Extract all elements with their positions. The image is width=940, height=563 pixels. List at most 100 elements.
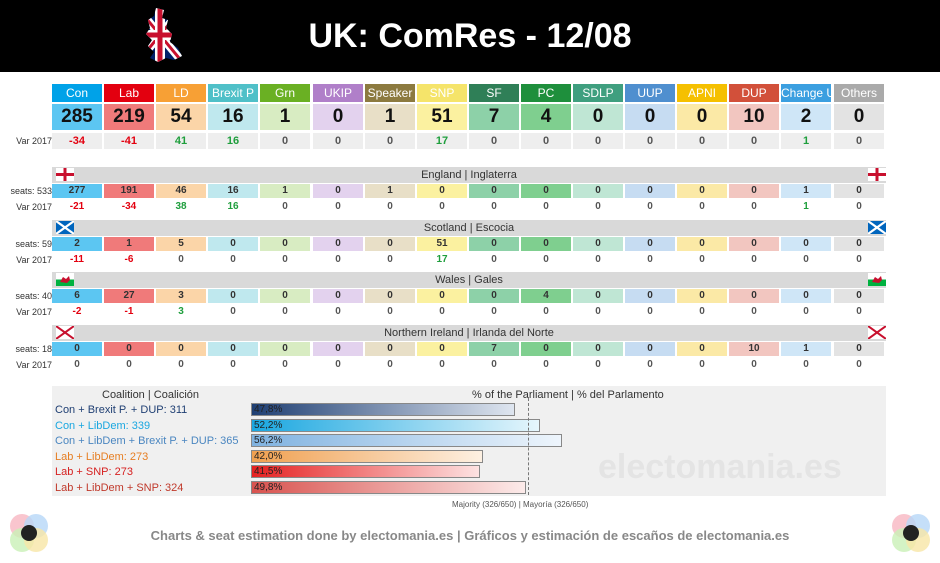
region-var-cell: 0 [751,306,757,317]
region-var-cell: 0 [803,359,809,370]
region-seat-cell: 1 [260,184,310,198]
region-var-cell: 0 [74,359,80,370]
region-var-cell: -21 [69,201,85,212]
region-seat-cell: 0 [677,289,727,303]
party-header-10: SDLP [573,84,623,102]
region-var-cell: 0 [439,359,445,370]
northern-ireland-flag-icon [56,326,74,339]
party-seats-10: 0 [573,104,623,130]
region-var-label: Var 2017 [16,202,52,212]
region-seat-cell: 10 [729,342,779,356]
party-seats-11: 0 [625,104,675,130]
region-title: Scotland | Escocia [423,222,515,234]
party-seats-4: 1 [260,104,310,130]
region-var-cell: 0 [282,254,288,265]
region-var-cell: 0 [543,359,549,370]
region-seat-cell: 0 [677,342,727,356]
party-header-9: PC [521,84,571,102]
region-var-cell: -34 [121,201,137,212]
party-header-3: Brexit P [208,84,258,102]
region-seat-cell: 0 [469,184,519,198]
region-seat-cell: 0 [677,184,727,198]
region-var-label: Var 2017 [16,255,52,265]
region-seat-cell: 0 [834,342,884,356]
region-seat-cell: 0 [521,184,571,198]
region-seat-cell: 51 [417,237,467,251]
party-seats-1: 219 [104,104,154,130]
region-var-cell: 0 [491,306,497,317]
coalition-bar [251,403,515,416]
coalition-bar [251,465,480,478]
region-var-cell: 0 [699,306,705,317]
coalition-header: Coalition | Coalición [102,389,200,401]
region-var-label: Var 2017 [16,307,52,317]
region-var-cell: 0 [595,201,601,212]
region-seat-cell: 46 [156,184,206,198]
region-var-cell: 0 [282,359,288,370]
region-var-cell: 0 [335,359,341,370]
region-var-cell: 0 [543,306,549,317]
region-var-cell: 0 [387,306,393,317]
party-seats-2: 54 [156,104,206,130]
region-seat-cell: 0 [521,237,571,251]
party-var-10: 0 [573,133,623,149]
region-var-cell: 0 [230,254,236,265]
region-var-cell: 0 [803,306,809,317]
region-seat-cell: 0 [208,237,258,251]
region-var-cell: 0 [647,306,653,317]
party-seats-15: 0 [834,104,884,130]
coalition-pct: 47,8% [254,404,283,415]
region-seat-cell: 0 [313,289,363,303]
region-var-cell: 0 [699,201,705,212]
region-seat-cell: 0 [156,342,206,356]
region-var-cell: 0 [491,201,497,212]
party-seats-12: 0 [677,104,727,130]
region-var-cell: 0 [803,254,809,265]
region-seat-cell: 0 [260,289,310,303]
scotland-flag-icon [56,221,74,234]
region-var-cell: 0 [751,359,757,370]
party-header-15: Others [834,84,884,102]
region-var-cell: 0 [387,359,393,370]
party-seats-0: 285 [52,104,102,130]
region-var-cell: 0 [751,254,757,265]
party-seats-5: 0 [313,104,363,130]
region-seat-cell: 0 [260,342,310,356]
majority-line [528,398,529,495]
region-seat-cell: 7 [469,342,519,356]
region-var-cell: 0 [387,254,393,265]
region-seat-cell: 0 [677,237,727,251]
region-seat-cell: 0 [573,237,623,251]
party-seats-14: 2 [781,104,831,130]
region-seat-cell: 0 [729,237,779,251]
party-header-14: Change UK [781,84,831,102]
party-var-14: 1 [781,133,831,149]
region-var-cell: 0 [595,306,601,317]
region-band [52,272,886,288]
region-var-cell: 0 [543,201,549,212]
coalition-bar [251,481,526,494]
region-seat-cell: 0 [625,237,675,251]
party-header-0: Con [52,84,102,102]
region-seat-cell: 4 [521,289,571,303]
region-var-cell: -6 [124,254,134,265]
region-seat-cell: 0 [365,289,415,303]
region-seat-cell: 5 [156,237,206,251]
party-var-12: 0 [677,133,727,149]
region-var-cell: 0 [699,359,705,370]
coalition-label: Con + Brexit P. + DUP: 311 [55,404,188,416]
region-var-cell: 1 [803,201,809,212]
coalition-pct: 56,2% [254,435,283,446]
region-var-cell: 0 [856,359,862,370]
region-seat-cell: 0 [469,237,519,251]
region-var-cell: -1 [124,306,134,317]
region-seat-cell: 0 [417,342,467,356]
region-seat-cell: 0 [104,342,154,356]
region-band [52,167,886,183]
coalition-pct: 42,0% [254,451,283,462]
party-header-5: UKIP [313,84,363,102]
coalition-label: Lab + LibDem + SNP: 324 [55,482,184,494]
region-var-cell: 0 [856,306,862,317]
region-title: Wales | Gales [435,274,503,286]
region-var-cell: 0 [387,201,393,212]
